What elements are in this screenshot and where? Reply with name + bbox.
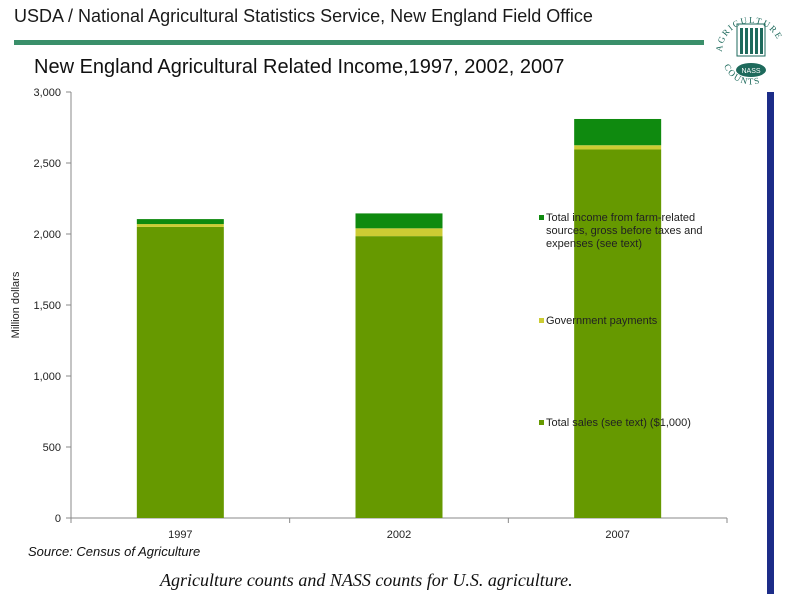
bar-2007-series-2	[574, 118, 662, 146]
source-note: Source: Census of Agriculture	[28, 544, 201, 559]
bar-2007-series-0	[574, 149, 662, 518]
y-tick-label: 3,000	[33, 87, 61, 99]
legend-swatch	[539, 318, 544, 323]
stacked-bar-chart: 0 500 1,000 1,500 2,000 2,500 3,000 Million dol…	[10, 87, 728, 541]
legend-label: Total sales (see text) ($1,000)	[546, 417, 691, 429]
logo-badge	[736, 63, 766, 77]
bar-1997-series-0	[136, 226, 224, 518]
legend-swatch	[539, 215, 544, 220]
y-axis-title: Million dollars	[10, 271, 22, 338]
agriculture-counts-logo: AGRICULTURE COUNTS NASS	[714, 15, 783, 87]
x-tick-label: 2002	[387, 529, 411, 541]
bar-1997-series-1	[136, 224, 224, 227]
header-title: USDA / National Agricultural Statistics …	[14, 6, 593, 26]
y-tick-label: 500	[43, 442, 61, 454]
side-accent-bar	[767, 92, 774, 594]
y-tick-label: 1,500	[33, 300, 61, 312]
y-tick-label: 2,000	[33, 229, 61, 241]
bar-2002-series-1	[355, 228, 443, 237]
bar-2007-series-1	[574, 145, 662, 150]
bar-2002-series-2	[355, 213, 443, 229]
y-tick-label: 0	[55, 513, 61, 525]
y-tick-label: 1,000	[33, 371, 61, 383]
header-divider	[14, 40, 704, 45]
x-tick-label: 1997	[168, 529, 192, 541]
bar-1997-series-2	[136, 219, 224, 225]
logo-badge-text: NASS	[741, 68, 760, 75]
x-tick-label: 2007	[605, 529, 629, 541]
chart-title: New England Agricultural Related Income,…	[34, 56, 565, 78]
footer-tagline: Agriculture counts and NASS counts for U…	[160, 570, 573, 590]
legend-label: Total income from farm-related sources, g…	[546, 212, 703, 250]
logo-building-icon	[736, 23, 766, 57]
bar-2002-series-0	[355, 236, 443, 518]
y-tick-label: 2,500	[33, 158, 61, 170]
legend-label: Government payments	[546, 315, 658, 327]
legend-swatch	[539, 420, 544, 425]
